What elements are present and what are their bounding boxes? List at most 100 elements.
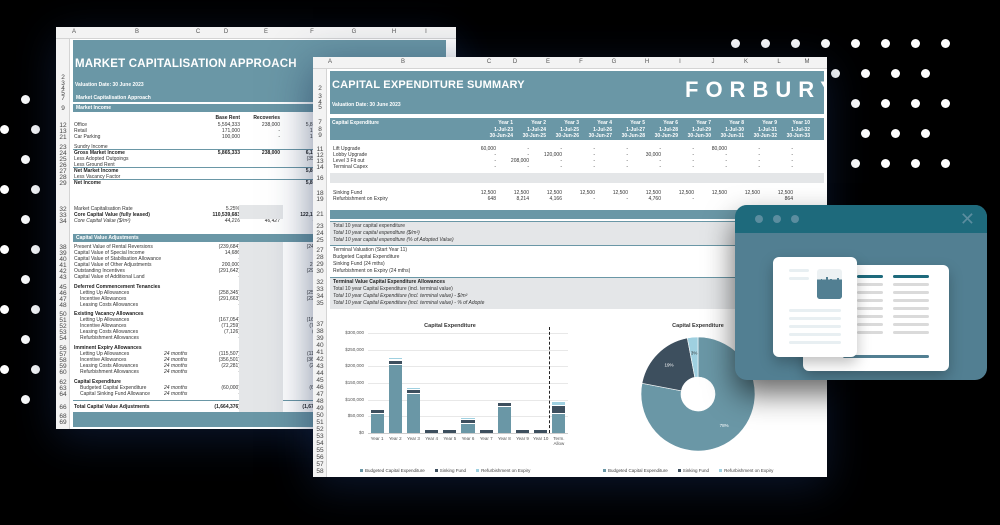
row-number[interactable]: 32	[316, 279, 324, 286]
bar-segment[interactable]	[516, 428, 530, 433]
bar-segment[interactable]	[552, 401, 566, 405]
cell-d[interactable]: 200,000	[221, 262, 240, 268]
row-number[interactable]: 3	[61, 80, 65, 87]
col-a[interactable]: A	[327, 59, 332, 65]
row-number[interactable]: 34	[59, 218, 67, 225]
bar-segment[interactable]	[388, 356, 402, 360]
value-cell[interactable]: -	[593, 164, 595, 170]
donut-slice[interactable]	[686, 336, 699, 378]
value-cell[interactable]: -	[593, 196, 595, 202]
close-icon[interactable]: ✕	[959, 209, 975, 229]
row-number[interactable]: 28	[59, 174, 67, 181]
row-number[interactable]: 32	[59, 206, 67, 213]
col-k[interactable]: K	[743, 59, 748, 65]
col-a[interactable]: A	[71, 29, 76, 35]
value-cell[interactable]: -	[494, 164, 496, 170]
cell-e[interactable]: -	[278, 134, 280, 140]
row-number[interactable]: 64	[59, 391, 67, 398]
cell-d[interactable]: (239,684)	[218, 244, 240, 250]
col-d[interactable]: D	[512, 59, 518, 65]
value-cell[interactable]: -	[626, 152, 628, 158]
row-number[interactable]: 7	[318, 119, 322, 126]
col-h[interactable]: H	[644, 59, 650, 65]
row-number[interactable]: 2	[318, 85, 322, 92]
bar-segment[interactable]	[534, 428, 548, 430]
legend-item[interactable]: Refurbishment on Expiry	[719, 468, 773, 473]
bar-segment[interactable]	[388, 359, 402, 364]
value-cell[interactable]: -	[626, 196, 628, 202]
row-number[interactable]: 23	[316, 223, 324, 230]
value-cell[interactable]: -	[692, 146, 694, 152]
col-g[interactable]: G	[351, 29, 357, 35]
value-cell[interactable]: -	[758, 152, 760, 158]
row-number[interactable]: 48	[59, 302, 67, 309]
row-number[interactable]: 19	[316, 196, 324, 203]
row-number[interactable]: 47	[316, 391, 324, 398]
row-number[interactable]: 9	[318, 132, 322, 139]
col-m[interactable]: M	[804, 59, 810, 65]
cell-d[interactable]: -	[196, 274, 240, 281]
row-number[interactable]: 4	[318, 99, 322, 106]
value-cell[interactable]: 12,500	[513, 190, 529, 196]
row-number[interactable]: 56	[59, 345, 67, 352]
value-cell[interactable]: -	[626, 164, 628, 170]
value-cell[interactable]: -	[593, 152, 595, 158]
row-number[interactable]: 59	[59, 363, 67, 370]
row-number[interactable]: 54	[59, 335, 67, 342]
row-number[interactable]: 46	[59, 290, 67, 297]
row-number[interactable]: 5	[318, 104, 322, 111]
row-number[interactable]: 42	[316, 356, 324, 363]
col-e[interactable]: E	[263, 29, 268, 35]
row-number[interactable]: 51	[316, 419, 324, 426]
bar-segment[interactable]	[461, 423, 475, 433]
cell-d[interactable]: (291,642)	[218, 268, 240, 274]
value-cell[interactable]: -	[626, 146, 628, 152]
row-number[interactable]: 41	[316, 349, 324, 356]
cell-d[interactable]: (1,664,376)	[214, 404, 240, 410]
value-cell[interactable]: -	[791, 152, 793, 158]
row-number[interactable]: 37	[316, 321, 324, 328]
value-cell[interactable]: -	[791, 158, 793, 164]
row-number[interactable]: 56	[316, 454, 324, 461]
cell-d[interactable]: (71,259)	[221, 323, 240, 329]
value-cell[interactable]: -	[527, 146, 529, 152]
row-number[interactable]: 47	[59, 296, 67, 303]
bar-segment[interactable]	[388, 363, 402, 433]
row-number[interactable]: 12	[316, 152, 324, 159]
value-cell[interactable]: -	[725, 164, 727, 170]
row-number[interactable]: 49	[316, 405, 324, 412]
row-number[interactable]: 62	[59, 379, 67, 386]
row-number[interactable]: 39	[59, 250, 67, 257]
bar-segment[interactable]	[406, 388, 420, 393]
cell-d[interactable]: 5,865,333	[217, 150, 240, 156]
bar-segment[interactable]	[406, 387, 420, 389]
row-number[interactable]: 21	[316, 211, 324, 218]
row-number[interactable]: 12	[59, 122, 67, 129]
row-number[interactable]: 46	[316, 384, 324, 391]
row-number[interactable]: 21	[59, 134, 67, 141]
row-number[interactable]: 16	[316, 175, 324, 182]
bar-segment[interactable]	[425, 428, 439, 433]
row-number[interactable]: 57	[316, 461, 324, 468]
legend-item[interactable]: Sinking Fund	[677, 468, 709, 473]
row-number[interactable]: 58	[59, 357, 67, 364]
value-cell[interactable]: -	[659, 158, 661, 164]
value-cell[interactable]: 12,500	[711, 190, 727, 196]
row-number[interactable]: 34	[316, 293, 324, 300]
row-number[interactable]: 27	[316, 247, 324, 254]
cell-d[interactable]: (60,000)	[221, 385, 240, 391]
cell-e[interactable]: 46,427	[264, 218, 280, 224]
value-cell[interactable]: 12,500	[612, 190, 628, 196]
value-cell[interactable]: 8,214	[516, 196, 529, 202]
row-number[interactable]: 44	[316, 370, 324, 377]
value-cell[interactable]: -	[758, 164, 760, 170]
row-number[interactable]: 33	[316, 286, 324, 293]
row-number[interactable]: 41	[59, 262, 67, 269]
col-e[interactable]: E	[545, 59, 550, 65]
row-number[interactable]: 40	[59, 256, 67, 263]
row-number[interactable]: 24	[316, 230, 324, 237]
value-cell[interactable]: -	[626, 158, 628, 164]
col-j[interactable]: J	[711, 59, 715, 65]
legend-item[interactable]: Budgeted Capital Expenditure	[360, 468, 425, 473]
window-dot-1[interactable]	[755, 215, 763, 223]
